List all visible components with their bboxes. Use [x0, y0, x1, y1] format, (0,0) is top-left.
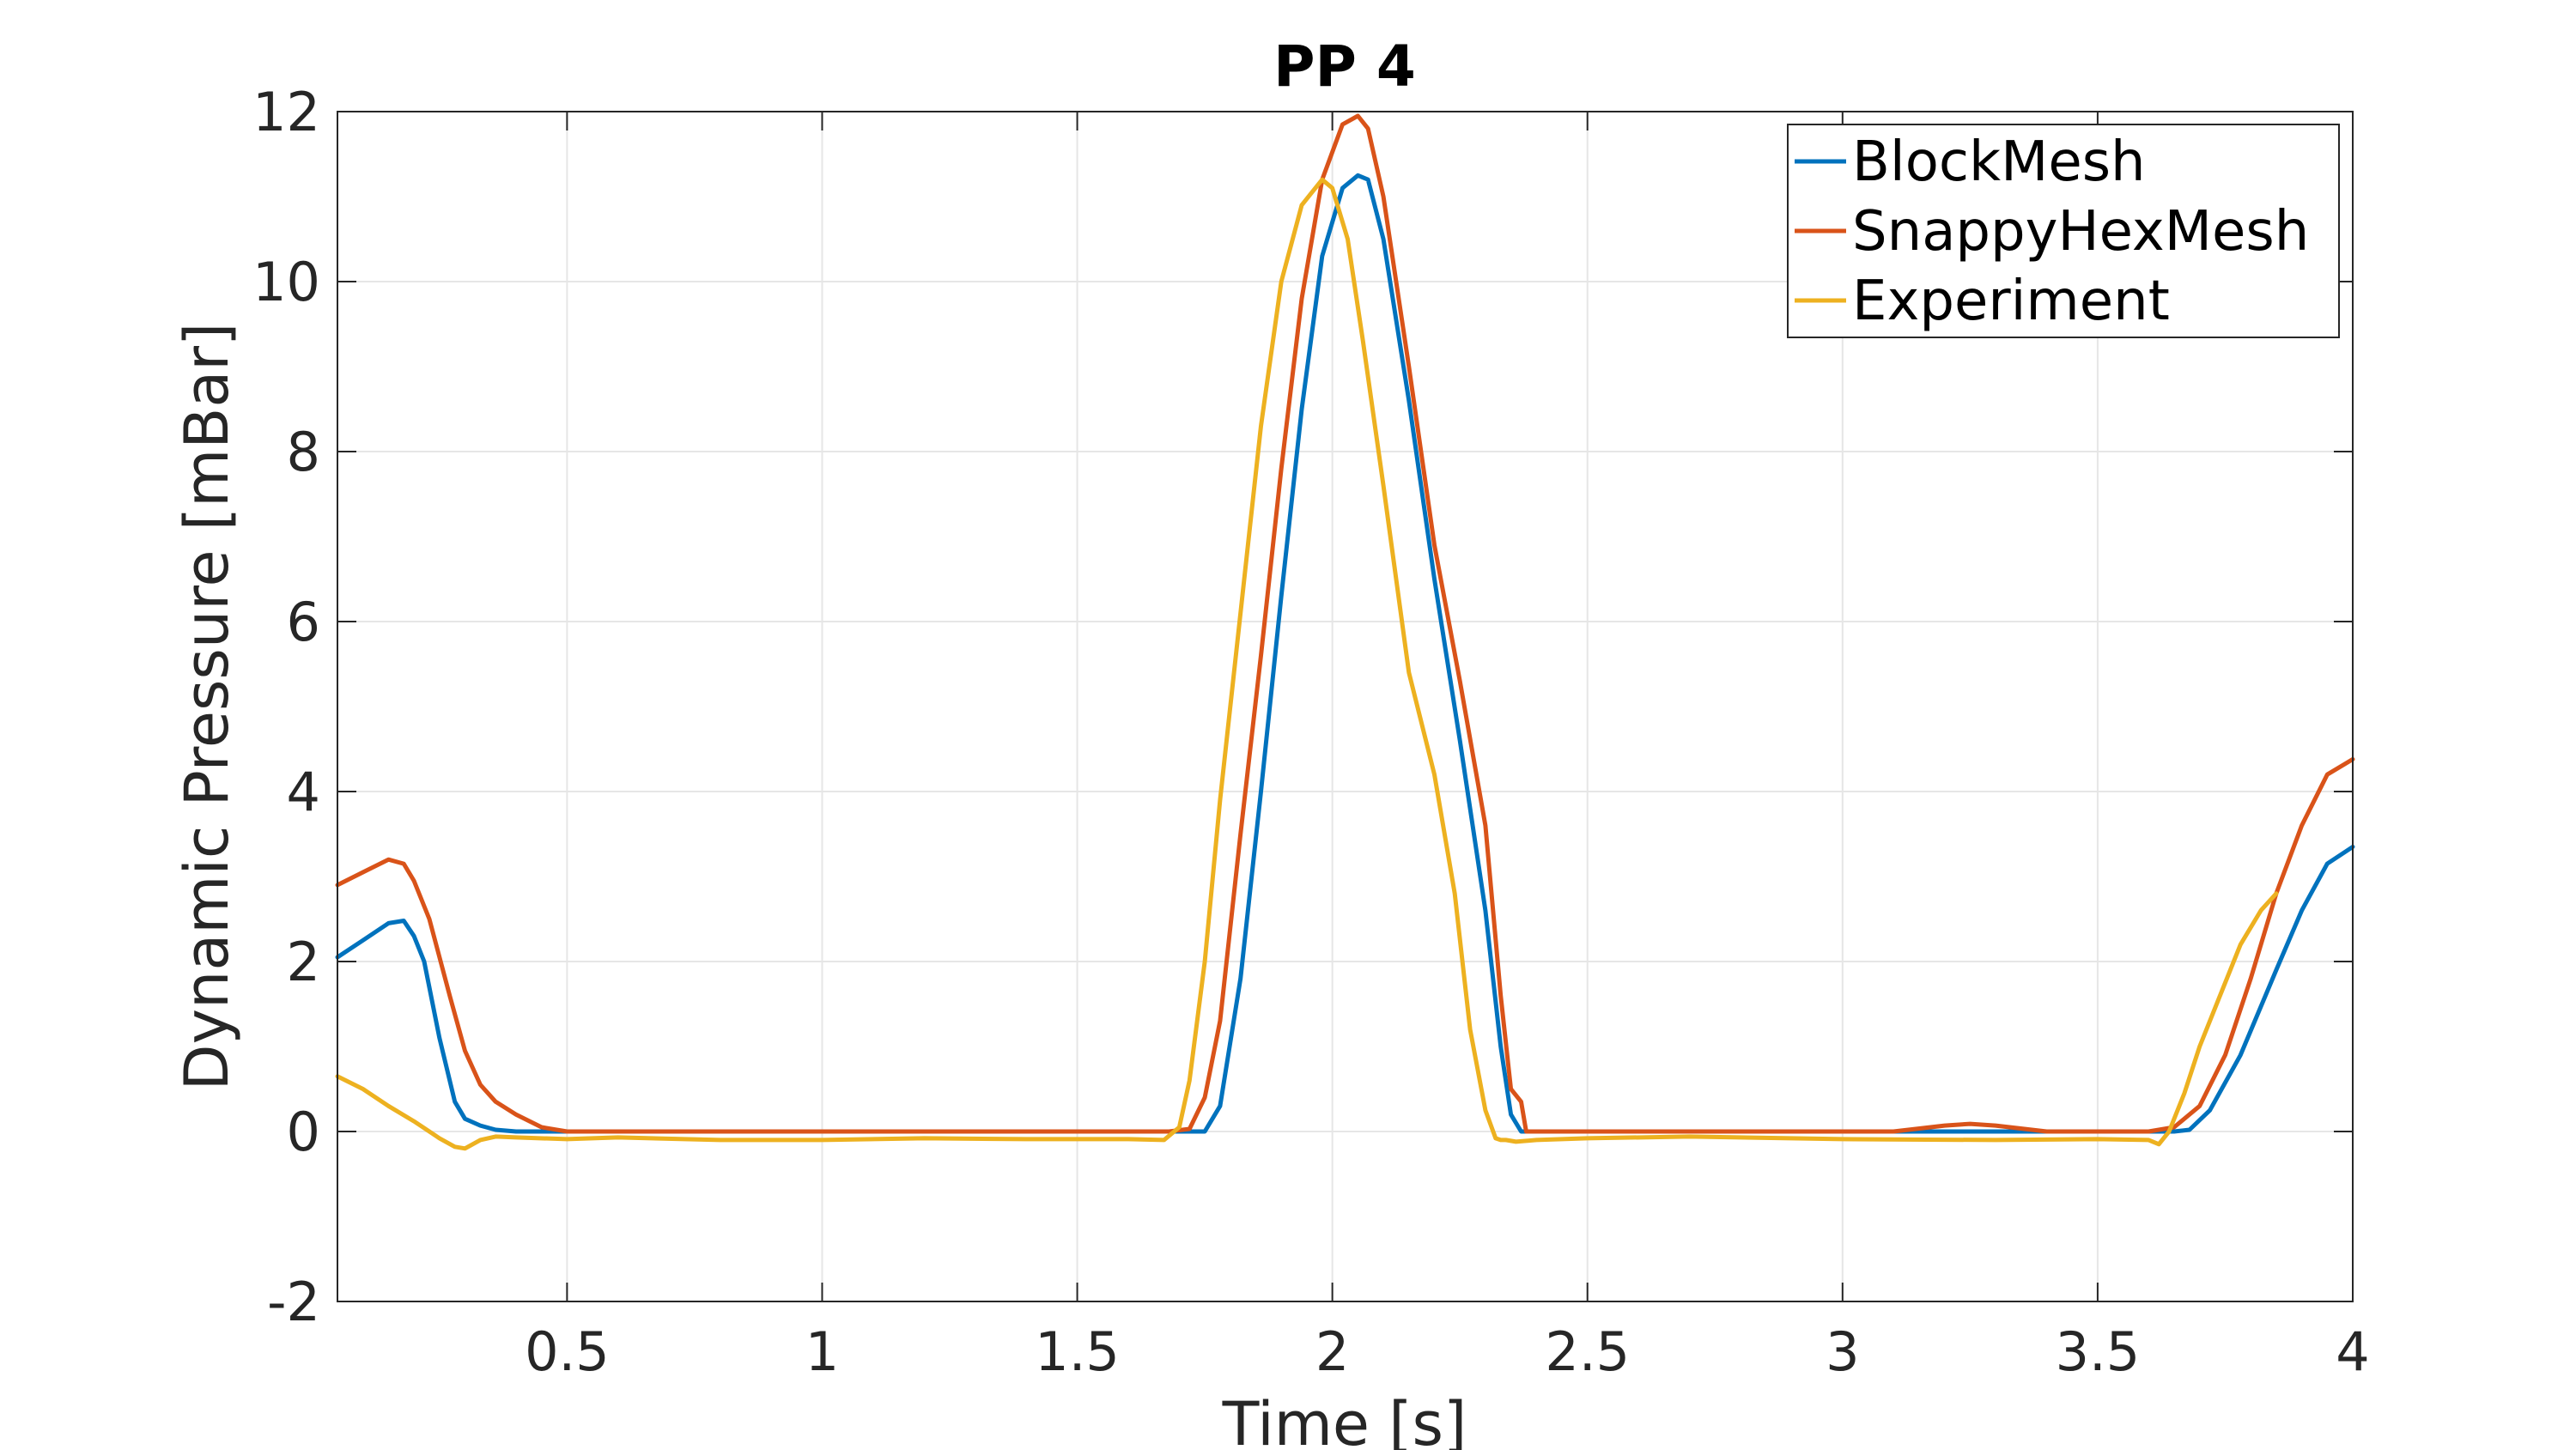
x-tick-label: 3 [1826, 1320, 1859, 1383]
x-tick-label: 1.5 [1035, 1320, 1120, 1383]
y-tick-label: -2 [267, 1271, 320, 1333]
x-tick-label: 2.5 [1545, 1320, 1630, 1383]
y-tick-labels: -2 0 2 4 6 8 10 12 [252, 81, 320, 1333]
y-tick-label: 4 [287, 761, 320, 823]
ticks [337, 111, 2354, 1302]
series-line-experiment [335, 177, 2279, 1151]
x-tick-label: 4 [2336, 1320, 2369, 1383]
y-tick-label: 6 [287, 591, 320, 653]
y-axis-label: Dynamic Pressure [mBar] [172, 323, 242, 1091]
x-tick-label: 2 [1315, 1320, 1349, 1383]
x-tick-labels: 0.5 1 1.5 2 2.5 3 3.5 4 [525, 1320, 2370, 1383]
legend-label: Experiment [1852, 270, 2170, 333]
legend-label: SnappyHexMesh [1852, 200, 2309, 264]
chart-title: PP 4 [1273, 33, 1416, 100]
plot-border [337, 111, 2354, 1302]
legend-box [1787, 124, 2340, 338]
x-axis-label: Time [s] [1222, 1389, 1467, 1450]
x-tick-label: 1 [805, 1320, 839, 1383]
y-tick-label: 10 [252, 251, 320, 313]
y-tick-label: 2 [287, 931, 320, 993]
legend-label: BlockMesh [1852, 130, 2146, 194]
y-tick-label: 8 [287, 421, 320, 483]
y-tick-label: 0 [287, 1101, 320, 1163]
series-group [335, 113, 2355, 1151]
x-tick-label: 0.5 [525, 1320, 610, 1383]
x-tick-label: 3.5 [2056, 1320, 2141, 1383]
y-tick-label: 12 [252, 81, 320, 143]
series-line-snappyhexmesh [335, 113, 2355, 1134]
